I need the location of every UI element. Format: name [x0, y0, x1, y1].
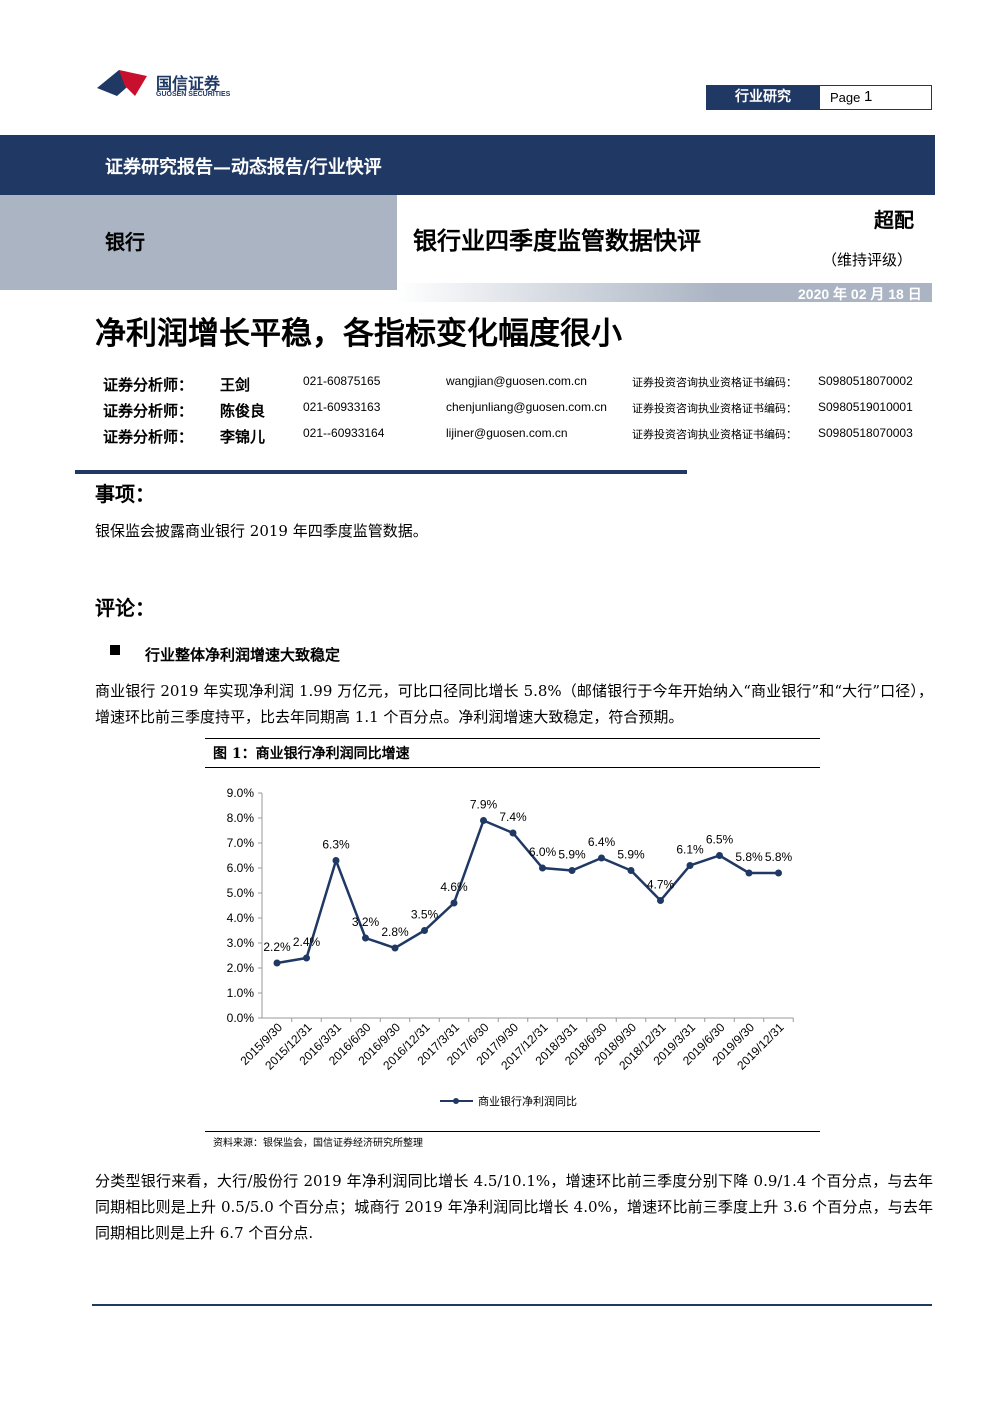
data-label: 5.8%	[735, 850, 763, 864]
logo	[97, 70, 147, 96]
analyst-cert-label: 证券投资咨询执业资格证书编码：	[632, 402, 797, 415]
point	[568, 867, 576, 874]
analyst-name: 王剑	[220, 376, 251, 394]
y-tick-label: 9.0%	[227, 786, 255, 800]
tag: 行业研究	[706, 85, 820, 110]
date: 2020 年 02 月 18 日	[798, 286, 922, 302]
data-label: 3.2%	[352, 915, 380, 929]
point	[332, 857, 340, 864]
data-label: 5.8%	[765, 850, 793, 864]
footer-rule	[92, 1304, 932, 1306]
analyst-cert: S0980519010001	[818, 400, 913, 414]
headline: 净利润增长平稳，各指标变化幅度很小	[95, 316, 622, 352]
point	[362, 934, 369, 942]
point	[716, 852, 723, 859]
point	[273, 959, 281, 967]
point	[686, 862, 694, 869]
analyst-email: chenjunliang@guosen.com.cn	[446, 400, 607, 414]
analyst-phone: 021-60933163	[303, 400, 381, 414]
analyst-role: 证券分析师：	[103, 376, 194, 394]
analyst-name: 李锦儿	[220, 428, 266, 446]
y-tick-label: 8.0%	[227, 811, 255, 825]
data-label: 2.4%	[293, 935, 321, 949]
point	[657, 897, 664, 904]
data-label: 3.5%	[411, 908, 439, 922]
point	[598, 854, 605, 862]
brand-en: GUOSEN SECURITIES	[156, 91, 231, 98]
data-label: 6.5%	[706, 833, 734, 847]
data-label: 6.4%	[588, 835, 616, 849]
paragraph: 分类型银行来看，大行/股份行 2019 年净利润同比增长 4.5/10.1%，增…	[95, 1172, 933, 1242]
point	[509, 829, 517, 837]
data-label: 5.9%	[558, 848, 586, 862]
date-bar	[397, 283, 932, 302]
analyst-role: 证券分析师：	[103, 428, 194, 446]
page-number: 1	[864, 88, 873, 105]
sector-bg	[0, 195, 397, 290]
data-label: 5.9%	[617, 848, 645, 862]
y-tick-label: 1.0%	[227, 986, 255, 1000]
paragraph: 商业银行 2019 年实现净利润 1.99 万亿元，可比口径同比增长 5.8%（…	[95, 682, 933, 726]
data-label: 6.3%	[322, 838, 350, 852]
point	[303, 954, 310, 962]
data-label: 6.1%	[676, 843, 704, 857]
figure-rule	[205, 1131, 820, 1132]
data-label: 6.0%	[529, 845, 557, 859]
y-tick-label: 4.0%	[227, 911, 255, 925]
chart: 0.0% 1.0% 2.0% 3.0% 4.0% 5.0% 6.0% 7.0% 8.0% 9.0%…	[227, 786, 794, 1108]
banner: 证券研究报告—动态报告/行业快评	[105, 157, 382, 178]
report-title: 银行业四季度监管数据快评	[413, 226, 701, 255]
rule	[75, 470, 687, 474]
analyst-name: 陈俊良	[220, 402, 266, 420]
data-label: 7.4%	[499, 810, 527, 824]
rating: 超配	[874, 208, 914, 232]
analyst-phone: 021-60875165	[303, 374, 381, 388]
analyst-cert: S0980518070002	[818, 374, 913, 388]
legend-label: 商业银行净利润同比	[478, 1094, 577, 1108]
data-label: 4.6%	[440, 880, 468, 894]
point	[391, 944, 399, 952]
brand: 国信证券	[156, 76, 221, 93]
data-label: 4.7%	[647, 878, 675, 892]
y-tick-label: 7.0%	[227, 836, 255, 850]
figure-source: 资料来源：银保监会，国信证券经济研究所整理	[213, 1138, 423, 1149]
rating-note: （维持评级）	[822, 251, 913, 269]
point	[627, 867, 635, 874]
event-text: 银保监会披露商业银行 2019 年四季度监管数据。	[95, 522, 428, 540]
point	[745, 869, 753, 877]
comment-heading: 评论：	[95, 596, 155, 620]
point	[775, 869, 782, 877]
analyst-cert-label: 证券投资咨询执业资格证书编码：	[632, 376, 797, 389]
point	[539, 864, 546, 872]
analyst-role: 证券分析师：	[103, 402, 194, 420]
analyst-cert-label: 证券投资咨询执业资格证书编码：	[632, 428, 797, 441]
bullet-heading: 行业整体净利润增速大致稳定	[145, 646, 341, 664]
data-label: 2.2%	[263, 940, 291, 954]
y-tick-label: 5.0%	[227, 886, 255, 900]
point	[480, 817, 487, 824]
data-label: 7.9%	[470, 798, 498, 812]
analyst-email: wangjian@guosen.com.cn	[446, 374, 587, 388]
analyst-cert: S0980518070003	[818, 426, 913, 440]
y-tick-label: 0.0%	[227, 1011, 255, 1025]
page-label: Page	[830, 90, 861, 105]
point	[450, 899, 458, 907]
analyst-email: lijiner@guosen.com.cn	[446, 426, 568, 440]
point	[421, 927, 428, 934]
sector: 银行	[105, 230, 145, 254]
bullet-mark	[110, 645, 120, 655]
y-tick-label: 3.0%	[227, 936, 255, 950]
figure-rule	[205, 767, 820, 768]
legend-marker	[453, 1098, 459, 1104]
analyst-phone: 021--60933164	[303, 426, 385, 440]
line	[276, 818, 779, 965]
y-tick-label: 2.0%	[227, 961, 255, 975]
data-label: 2.8%	[381, 925, 409, 939]
figure-rule	[205, 738, 820, 739]
event-heading: 事项：	[95, 482, 155, 506]
y-tick-label: 6.0%	[227, 861, 255, 875]
banner-bg	[0, 135, 935, 195]
figure-title: 图 1：商业银行净利润同比增速	[213, 746, 410, 762]
